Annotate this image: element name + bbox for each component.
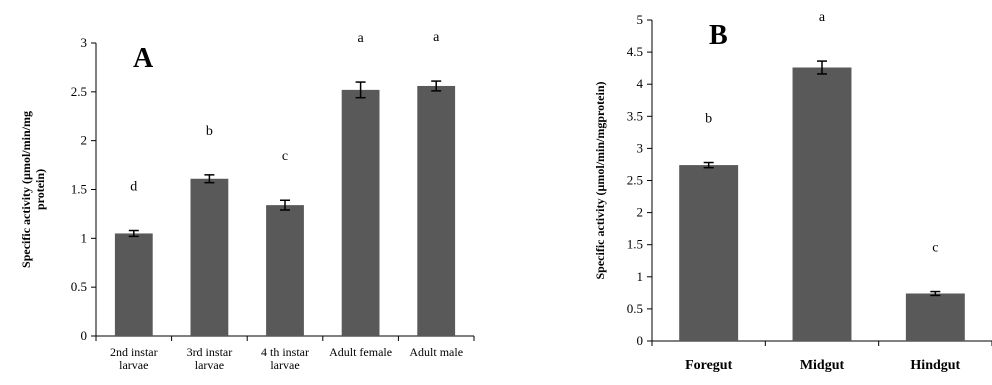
y-tick-label: 3: [81, 35, 88, 50]
y-tick-label: 2.5: [627, 173, 643, 188]
bar: [190, 178, 229, 336]
y-axis-title-line: Specific activity (µmol/min/mg: [19, 111, 33, 268]
significance-letter: a: [357, 31, 364, 46]
x-category-label: larvae: [119, 358, 148, 372]
y-tick-label: 0: [81, 328, 88, 343]
y-tick-label: 3: [637, 140, 644, 155]
x-category-label: 2nd instar: [110, 345, 158, 359]
bar: [679, 165, 739, 341]
y-tick-label: 1.5: [71, 182, 87, 197]
x-category-label: 3rd instar: [187, 345, 233, 359]
bar: [341, 89, 380, 336]
x-category-label: larvae: [270, 358, 299, 372]
bar: [417, 85, 456, 337]
y-tick-label: 0: [637, 333, 644, 348]
y-tick-label: 4.5: [627, 44, 643, 59]
chart-panel-b: 0 0.5 1 1.5 2 2.5 3 3.5 4 4.5 5 b Foregut a Midgut c Hin…: [593, 10, 992, 373]
significance-letter: c: [282, 149, 288, 164]
x-category-label: 4 th instar: [261, 345, 309, 359]
significance-letter: d: [130, 180, 137, 195]
y-tick-label: 2.5: [71, 84, 87, 99]
significance-letter: b: [206, 124, 213, 139]
y-tick-label: 5: [637, 12, 644, 27]
x-category-label: larvae: [195, 358, 224, 372]
y-tick-label: 1.5: [627, 237, 643, 252]
panel-label: A: [133, 43, 154, 74]
x-category-label: Hindgut: [910, 358, 960, 373]
y-tick-label: 1: [81, 230, 88, 245]
x-category-label: Adult male: [409, 345, 463, 359]
y-axis-title: Specific activity (µmol/min/mgprotein): [593, 82, 607, 280]
y-axis-title-line: Specific activity (µmol/min/mgprotein): [593, 82, 607, 280]
x-category-label: Foregut: [685, 358, 733, 373]
panel-label: B: [709, 20, 728, 51]
significance-letter: c: [932, 241, 938, 256]
significance-letter: b: [705, 112, 712, 127]
y-tick-label: 3.5: [627, 108, 643, 123]
bar: [905, 293, 965, 341]
y-axis-title-line: protein): [33, 169, 47, 210]
bar: [266, 205, 304, 336]
y-tick-label: 1: [637, 269, 644, 284]
y-tick-label: 2: [81, 133, 88, 148]
x-category-label: Adult female: [329, 345, 392, 359]
bar: [792, 67, 852, 342]
y-tick-label: 0.5: [71, 279, 87, 294]
x-category-label: Midgut: [800, 358, 845, 373]
significance-letter: a: [819, 10, 826, 25]
y-tick-label: 0.5: [627, 301, 643, 316]
y-tick-label: 4: [637, 76, 644, 91]
bar: [114, 233, 153, 336]
y-tick-label: 2: [637, 205, 644, 220]
significance-letter: a: [433, 30, 440, 45]
y-axis-title: Specific activity (µmol/min/mgprotein): [19, 111, 47, 268]
